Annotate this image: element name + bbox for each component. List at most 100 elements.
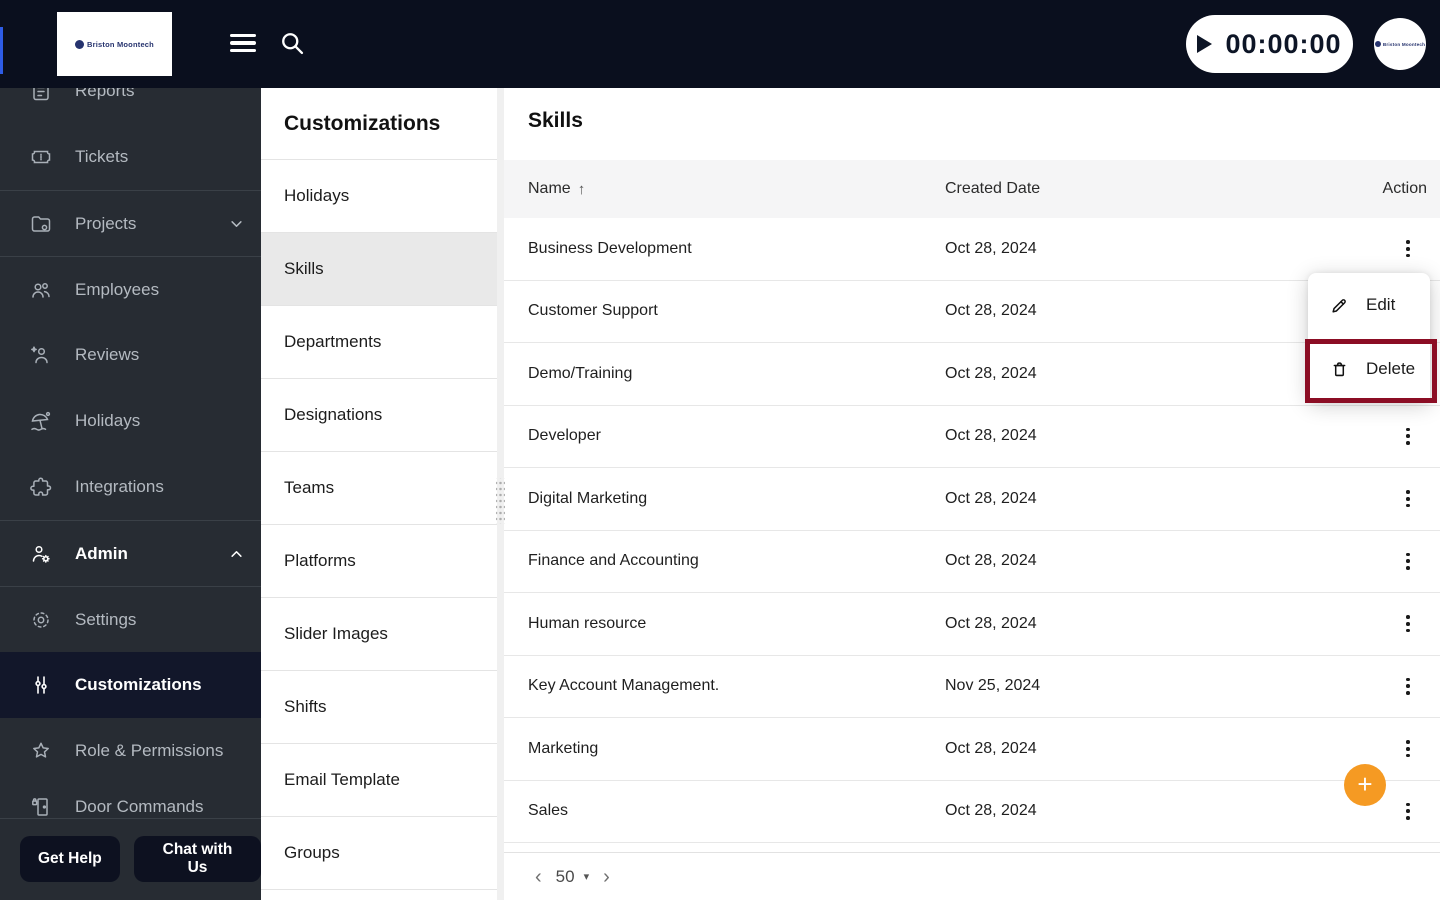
caret-down-icon: ▾ [583,871,590,883]
sidebar-item-label: Projects [75,213,137,233]
skill-name: Finance and Accounting [528,552,699,570]
column-header-action: Action [1382,180,1427,197]
sidebar-item-reviews[interactable]: Reviews [0,322,261,388]
play-icon [1197,35,1213,53]
drag-handle[interactable] [496,478,505,524]
skill-name: Sales [528,802,569,820]
context-menu-delete[interactable]: Delete [1308,337,1430,401]
sidebar-item-customizations[interactable]: Customizations [0,652,261,718]
submenu-item-teams[interactable]: Teams [261,452,497,525]
row-actions-kebab-icon[interactable] [1398,734,1418,764]
sidebar-item-integrations[interactable]: Integrations [0,454,261,520]
sidebar-item-tickets[interactable]: Tickets [0,124,261,190]
table-row: Developer Oct 28, 2024 [504,406,1440,468]
company-logo[interactable]: Briston Moontech [57,12,172,76]
submenu-item-shifts[interactable]: Shifts [261,671,497,744]
skill-name: Digital Marketing [528,489,648,507]
table-row: Business Development Oct 28, 2024 [504,218,1440,281]
submenu-item-skills[interactable]: Skills [261,233,497,306]
sort-asc-icon: ↑ [577,180,586,198]
table-row: Human resource Oct 28, 2024 [504,593,1440,656]
sidebar-item-label: Tickets [75,147,129,166]
row-actions-kebab-icon[interactable] [1398,421,1418,451]
avatar-logo-text: Briston Moontech [1382,41,1426,47]
row-actions-kebab-icon[interactable] [1398,609,1418,639]
submenu-item-email-template[interactable]: Email Template [261,744,497,817]
context-menu-label: Edit [1366,295,1396,314]
created-date: Oct 28, 2024 [945,239,1037,257]
skill-name: Human resource [528,614,647,632]
submenu-item-platforms[interactable]: Platforms [261,525,497,598]
star-icon [29,739,53,763]
sidebar-nav: Reports Tickets Projects [0,88,261,840]
search-icon[interactable] [278,29,306,57]
skill-name: Developer [528,427,601,445]
sidebar-item-holidays[interactable]: Holidays [0,388,261,454]
gear-icon [29,608,53,632]
created-date: Nov 25, 2024 [945,677,1041,695]
table-body: Business Development Oct 28, 2024 Custom… [504,218,1440,843]
holidays-icon [29,409,53,433]
pencil-icon [1330,296,1349,315]
sidebar-item-admin[interactable]: Admin [0,520,261,586]
avatar-logo-dot-icon [1374,41,1381,47]
sidebar: Reports Tickets Projects [0,88,261,900]
created-date: Oct 28, 2024 [945,302,1037,320]
created-date: Oct 28, 2024 [945,552,1037,570]
projects-icon [29,212,53,236]
skill-name: Key Account Management. [528,677,720,695]
door-lock-icon [29,795,53,819]
page-size-value: 50 [555,866,575,886]
table-row: Demo/Training Oct 28, 2024 [504,343,1440,406]
row-actions-kebab-icon[interactable] [1398,546,1418,576]
submenu-item-holidays[interactable]: Holidays [261,160,497,233]
row-actions-kebab-icon[interactable] [1398,671,1418,701]
skill-name: Business Development [528,239,692,257]
sliders-icon [29,673,53,697]
table-header: Name ↑ Created Date Action [504,160,1440,218]
submenu-item-groups[interactable]: Groups [261,817,497,890]
logo-dot-icon [75,39,85,49]
sidebar-item-projects[interactable]: Projects [0,190,261,256]
sidebar-item-settings[interactable]: Settings [0,586,261,652]
created-date: Oct 28, 2024 [945,802,1037,820]
page-title: Skills [528,109,583,132]
row-actions-kebab-icon[interactable] [1398,484,1418,514]
sidebar-item-label: Holidays [75,411,141,430]
context-menu-edit[interactable]: Edit [1308,273,1430,337]
skill-name: Demo/Training [528,364,633,382]
sidebar-item-reports[interactable]: Reports [0,88,261,124]
get-help-button[interactable]: Get Help [20,836,120,882]
pagination-prev-icon[interactable]: ‹ [535,865,542,888]
logo-text: Briston Moontech [87,39,154,49]
tickets-icon [29,145,53,169]
row-actions-kebab-icon[interactable] [1398,234,1418,264]
timer-widget[interactable]: 00:00:00 [1186,15,1353,73]
column-header-name[interactable]: Name ↑ [528,180,585,198]
trash-icon [1330,360,1349,379]
sidebar-item-role-permissions[interactable]: Role & Permissions [0,718,261,784]
chat-with-us-button[interactable]: Chat with Us [134,836,261,882]
pagination-next-icon[interactable]: › [603,865,610,888]
sidebar-item-label: Employees [75,279,160,299]
sidebar-item-employees[interactable]: Employees [0,256,261,322]
created-date: Oct 28, 2024 [945,614,1037,632]
table-row: Finance and Accounting Oct 28, 2024 [504,531,1440,593]
submenu-item-departments[interactable]: Departments [261,306,497,379]
user-avatar[interactable]: Briston Moontech [1374,18,1426,70]
hamburger-menu-icon[interactable] [229,30,257,56]
reports-icon [29,88,53,103]
page-size-select[interactable]: 50 ▾ [556,867,589,887]
add-skill-fab[interactable]: + [1344,764,1386,806]
row-actions-kebab-icon[interactable] [1398,796,1418,826]
employees-icon [29,278,53,302]
table-row: Customer Support Oct 28, 2024 [504,281,1440,343]
created-date: Oct 28, 2024 [945,427,1037,445]
timer-value: 00:00:00 [1225,28,1342,59]
submenu-item-designations[interactable]: Designations [261,379,497,452]
column-header-created-date: Created Date [945,180,1041,197]
skill-name: Marketing [528,739,599,757]
sidebar-item-door-commands[interactable]: Door Commands [0,774,261,840]
submenu-item-slider-images[interactable]: Slider Images [261,598,497,671]
column-label: Name [528,180,571,197]
